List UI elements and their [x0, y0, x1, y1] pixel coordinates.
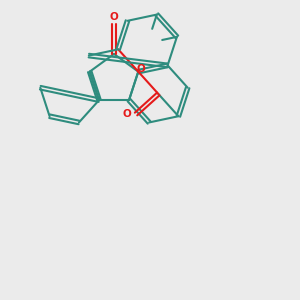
Text: O: O [110, 13, 118, 22]
Text: O: O [137, 64, 146, 74]
Text: O: O [123, 109, 132, 119]
